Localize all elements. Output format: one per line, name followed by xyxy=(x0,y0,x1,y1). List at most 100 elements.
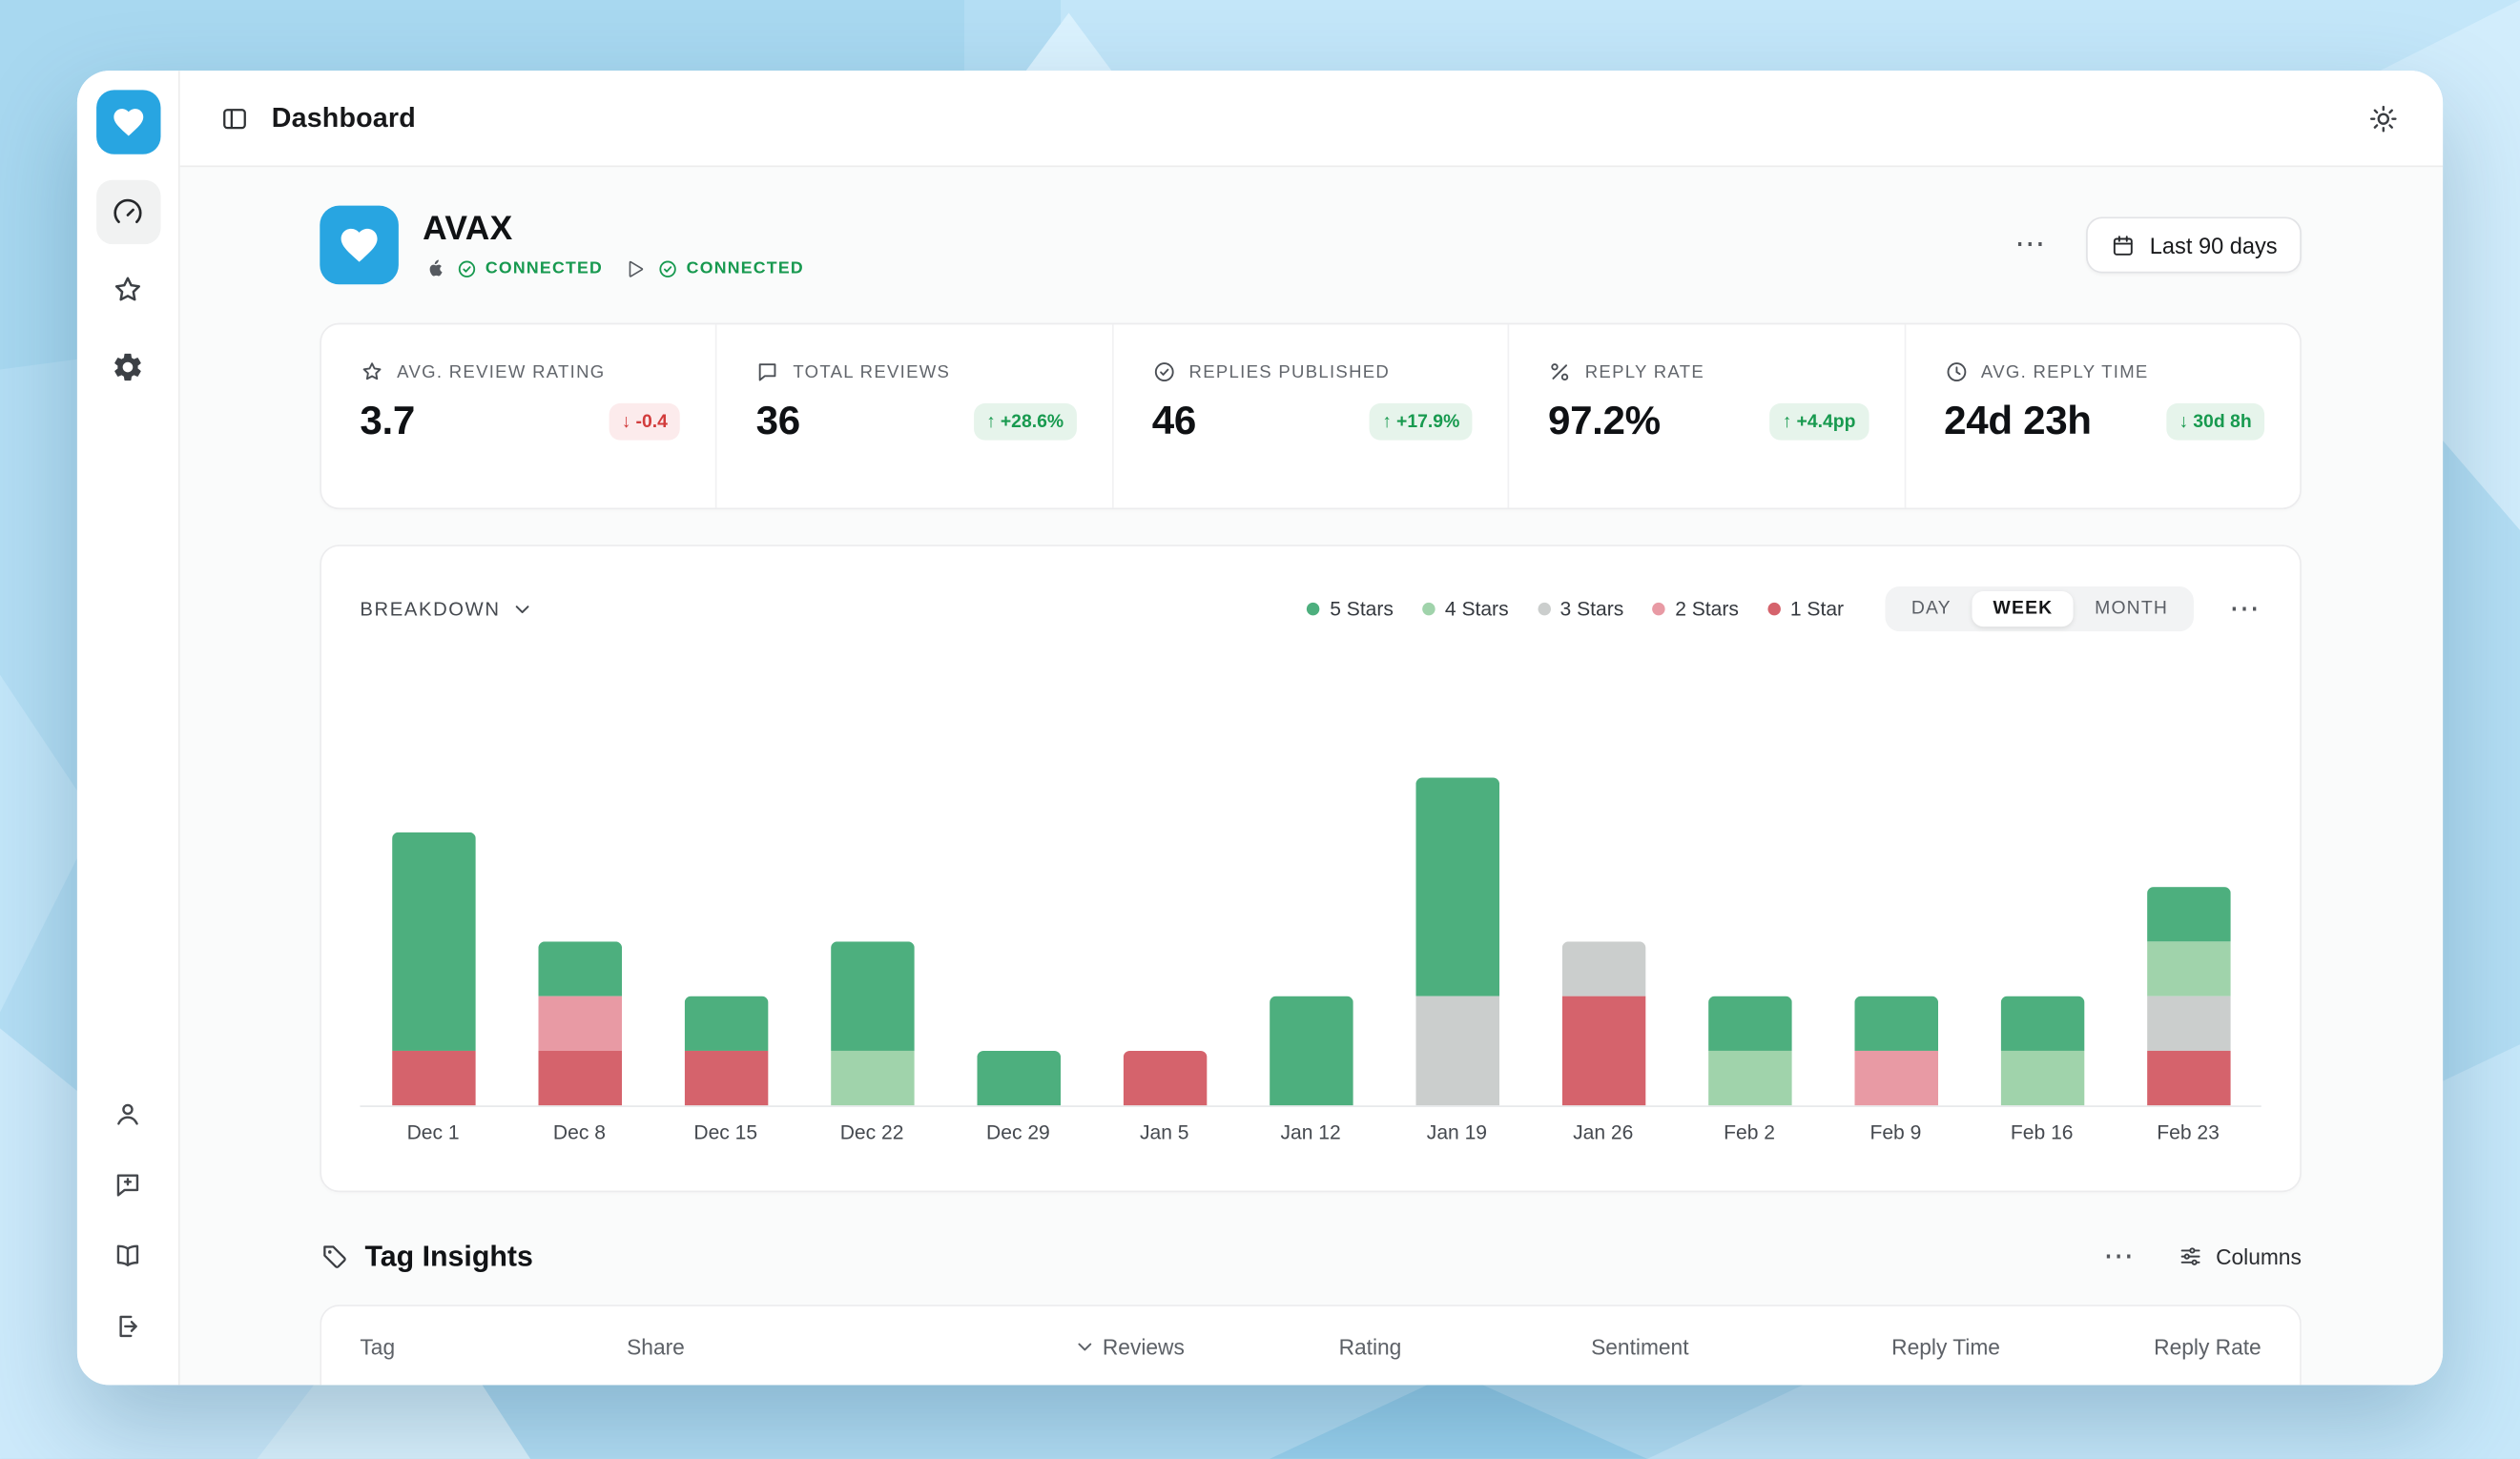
bar-stack xyxy=(1122,1050,1207,1106)
bar-segment[interactable] xyxy=(537,941,622,997)
bar-segment[interactable] xyxy=(1560,941,1645,997)
bar-segment[interactable] xyxy=(1853,996,1938,1051)
bar-group[interactable] xyxy=(1091,1050,1237,1106)
bar-group[interactable] xyxy=(1530,941,1676,1106)
kpi-avg-review-rating: AVG. REVIEW RATING 3.7 ↓ -0.4 xyxy=(321,324,715,507)
granularity-day[interactable]: DAY xyxy=(1890,591,1973,627)
sidebar-item-profile[interactable] xyxy=(97,1083,158,1144)
bar-segment[interactable] xyxy=(1122,1050,1207,1106)
bar-stack xyxy=(391,832,475,1106)
bar-segment[interactable] xyxy=(1415,996,1499,1106)
bar-group[interactable] xyxy=(1969,996,2115,1106)
bar-stack xyxy=(1707,996,1791,1106)
calendar-icon xyxy=(2113,235,2133,255)
sidebar-item-dashboard[interactable] xyxy=(95,179,160,245)
bar-group[interactable] xyxy=(1384,777,1530,1106)
bar-segment[interactable] xyxy=(830,941,914,1051)
breakdown-select[interactable]: BREAKDOWN xyxy=(360,598,534,620)
bar-group[interactable] xyxy=(1823,996,1969,1106)
bar-stack xyxy=(1853,996,1938,1106)
bar-segment[interactable] xyxy=(1269,996,1353,1106)
x-axis-label: Feb 9 xyxy=(1869,1121,1922,1144)
tag-insights-title: Tag Insights xyxy=(364,1239,533,1272)
kpi-label: AVG. REPLY TIME xyxy=(1980,361,2149,382)
bar-stack xyxy=(830,941,914,1106)
bar-segment[interactable] xyxy=(2146,1050,2230,1106)
legend-dot xyxy=(1307,602,1321,616)
legend-item[interactable]: 5 Stars xyxy=(1307,598,1394,620)
bar-group[interactable] xyxy=(945,1050,1091,1106)
column-header-rating[interactable]: Rating xyxy=(1338,1334,1402,1359)
date-range-button[interactable]: Last 90 days xyxy=(2085,216,2302,274)
sidebar-item-feedback[interactable] xyxy=(97,1154,158,1215)
app-store-icon xyxy=(423,257,445,280)
bar-segment[interactable] xyxy=(1707,1050,1791,1106)
bar-group[interactable] xyxy=(2115,887,2261,1106)
bar-segment[interactable] xyxy=(1707,996,1791,1051)
bar-segment[interactable] xyxy=(683,1050,768,1106)
granularity-week[interactable]: WEEK xyxy=(1972,591,2075,627)
legend-dot xyxy=(1422,602,1436,616)
sidebar-item-favorites[interactable] xyxy=(95,257,159,321)
bar-segment[interactable] xyxy=(2146,996,2230,1051)
column-header-share[interactable]: Share xyxy=(627,1334,685,1359)
bar-group[interactable] xyxy=(798,941,944,1106)
column-header-reply-time[interactable]: Reply Time xyxy=(1891,1334,2000,1359)
x-axis-label: Jan 26 xyxy=(1573,1121,1634,1144)
column-header-reviews[interactable]: Reviews xyxy=(1074,1334,1339,1359)
main-area: Dashboard AVAX xyxy=(179,71,2444,1386)
bar-segment[interactable] xyxy=(683,996,768,1051)
sidebar-item-settings[interactable] xyxy=(95,334,159,398)
legend-item[interactable]: 3 Stars xyxy=(1537,597,1624,621)
kpi-value: 36 xyxy=(755,398,801,444)
legend-item[interactable]: 1 Star xyxy=(1767,598,1844,620)
columns-button[interactable]: Columns xyxy=(2178,1243,2302,1269)
clock-icon xyxy=(1944,360,1968,383)
legend-dot xyxy=(1537,602,1551,616)
bar-segment[interactable] xyxy=(1415,777,1499,997)
tag-insights-menu-button[interactable]: ⋯ xyxy=(2103,1239,2136,1274)
bar-group[interactable] xyxy=(652,996,798,1106)
bar-segment[interactable] xyxy=(1999,1050,2084,1106)
bar-group[interactable] xyxy=(1237,996,1383,1106)
chart-menu-button[interactable]: ⋯ xyxy=(2229,591,2262,627)
kpi-delta-badge: ↑ +4.4pp xyxy=(1769,402,1869,441)
bar-segment[interactable] xyxy=(391,832,475,1051)
bar-segment[interactable] xyxy=(391,1050,475,1106)
column-header-sentiment[interactable]: Sentiment xyxy=(1591,1334,1689,1359)
bar-segment[interactable] xyxy=(976,1050,1061,1106)
bar-segment[interactable] xyxy=(830,1050,914,1106)
person-icon xyxy=(117,1102,138,1124)
granularity-month[interactable]: MONTH xyxy=(2074,591,2189,627)
legend-item[interactable]: 2 Stars xyxy=(1652,598,1739,620)
check-circle-icon xyxy=(458,259,476,277)
bar-chart xyxy=(360,646,2262,1107)
bar-segment[interactable] xyxy=(1560,996,1645,1106)
bar-group[interactable] xyxy=(1676,996,1822,1106)
sidebar xyxy=(76,71,180,1386)
brand-menu-button[interactable]: ⋯ xyxy=(2014,228,2047,262)
legend-label: 3 Stars xyxy=(1560,597,1624,621)
bar-segment[interactable] xyxy=(2146,941,2230,997)
bar-segment[interactable] xyxy=(1999,996,2084,1051)
bar-segment[interactable] xyxy=(537,996,622,1051)
connection-badge-app-store: CONNECTED xyxy=(457,257,604,278)
bar-stack xyxy=(1999,996,2084,1106)
app-logo-button[interactable] xyxy=(95,90,160,154)
granularity-toggle: DAY WEEK MONTH xyxy=(1885,586,2194,632)
legend-item[interactable]: 4 Stars xyxy=(1422,598,1509,620)
sidebar-toggle-button[interactable] xyxy=(220,104,249,133)
column-header-tag[interactable]: Tag xyxy=(360,1334,396,1359)
bar-segment[interactable] xyxy=(1853,1050,1938,1106)
chevron-down-icon xyxy=(1078,1343,1092,1351)
sidebar-item-docs[interactable] xyxy=(97,1224,158,1285)
bar-stack xyxy=(1269,996,1353,1106)
bar-group[interactable] xyxy=(506,941,652,1106)
theme-toggle-button[interactable] xyxy=(2367,102,2400,134)
kpi-value: 24d 23h xyxy=(1944,398,2092,444)
bar-group[interactable] xyxy=(360,832,506,1106)
bar-segment[interactable] xyxy=(2146,887,2230,942)
sidebar-item-logout[interactable] xyxy=(97,1295,158,1356)
bar-segment[interactable] xyxy=(537,1050,622,1106)
column-header-reply-rate[interactable]: Reply Rate xyxy=(2154,1334,2262,1359)
